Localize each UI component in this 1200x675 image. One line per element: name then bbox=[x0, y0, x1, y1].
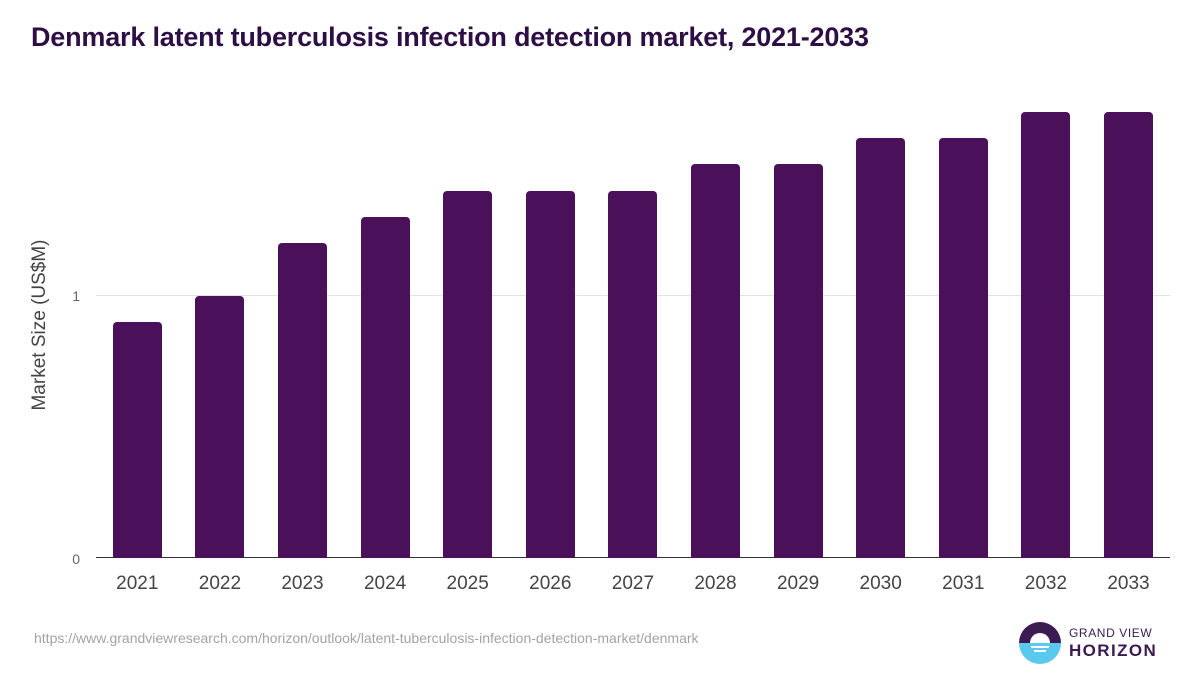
bar-2027[interactable] bbox=[608, 190, 658, 558]
x-tick-2030: 2030 bbox=[859, 573, 902, 594]
bar-2023[interactable] bbox=[278, 243, 327, 558]
plot-area bbox=[96, 90, 1170, 558]
source-url[interactable]: https://www.grandviewresearch.com/horizo… bbox=[34, 630, 699, 646]
x-tick-2025: 2025 bbox=[446, 573, 489, 594]
bar-2024[interactable] bbox=[360, 216, 410, 558]
bar-2031[interactable] bbox=[938, 138, 988, 558]
bar-2029[interactable] bbox=[773, 164, 823, 558]
bar-2022[interactable] bbox=[195, 295, 245, 558]
x-tick-2026: 2026 bbox=[529, 573, 572, 594]
grand-view-horizon-logo[interactable]: GRAND VIEW HORIZON bbox=[1019, 622, 1157, 664]
logo-text-top: GRAND VIEW bbox=[1069, 626, 1153, 640]
x-tick-2023: 2023 bbox=[281, 573, 324, 594]
y-tick-1: 1 bbox=[72, 288, 80, 304]
bar-2032[interactable] bbox=[1021, 111, 1071, 558]
bar-2026[interactable] bbox=[525, 190, 575, 558]
y-axis-label: Market Size (US$M) bbox=[29, 239, 50, 411]
bar-2028[interactable] bbox=[691, 164, 740, 558]
x-tick-2024: 2024 bbox=[363, 573, 407, 594]
horizon-logo-icon bbox=[1019, 622, 1061, 664]
logo-text-bottom: HORIZON bbox=[1069, 641, 1158, 660]
y-tick-0: 0 bbox=[72, 551, 80, 567]
x-tick-2027: 2027 bbox=[611, 573, 655, 594]
x-tick-2028: 2028 bbox=[694, 573, 737, 594]
chart-title: Denmark latent tuberculosis infection de… bbox=[31, 22, 869, 52]
x-tick-2031: 2031 bbox=[942, 573, 985, 594]
x-tick-2033: 2033 bbox=[1107, 573, 1150, 594]
bar-2021[interactable] bbox=[112, 321, 162, 558]
bar-2030[interactable] bbox=[856, 138, 906, 558]
bar-2033[interactable] bbox=[1104, 111, 1153, 558]
x-tick-2032: 2032 bbox=[1024, 573, 1068, 594]
x-tick-2029: 2029 bbox=[776, 573, 820, 594]
x-tick-2021: 2021 bbox=[116, 573, 159, 594]
bar-2025[interactable] bbox=[443, 190, 493, 558]
x-tick-2022: 2022 bbox=[198, 573, 242, 594]
